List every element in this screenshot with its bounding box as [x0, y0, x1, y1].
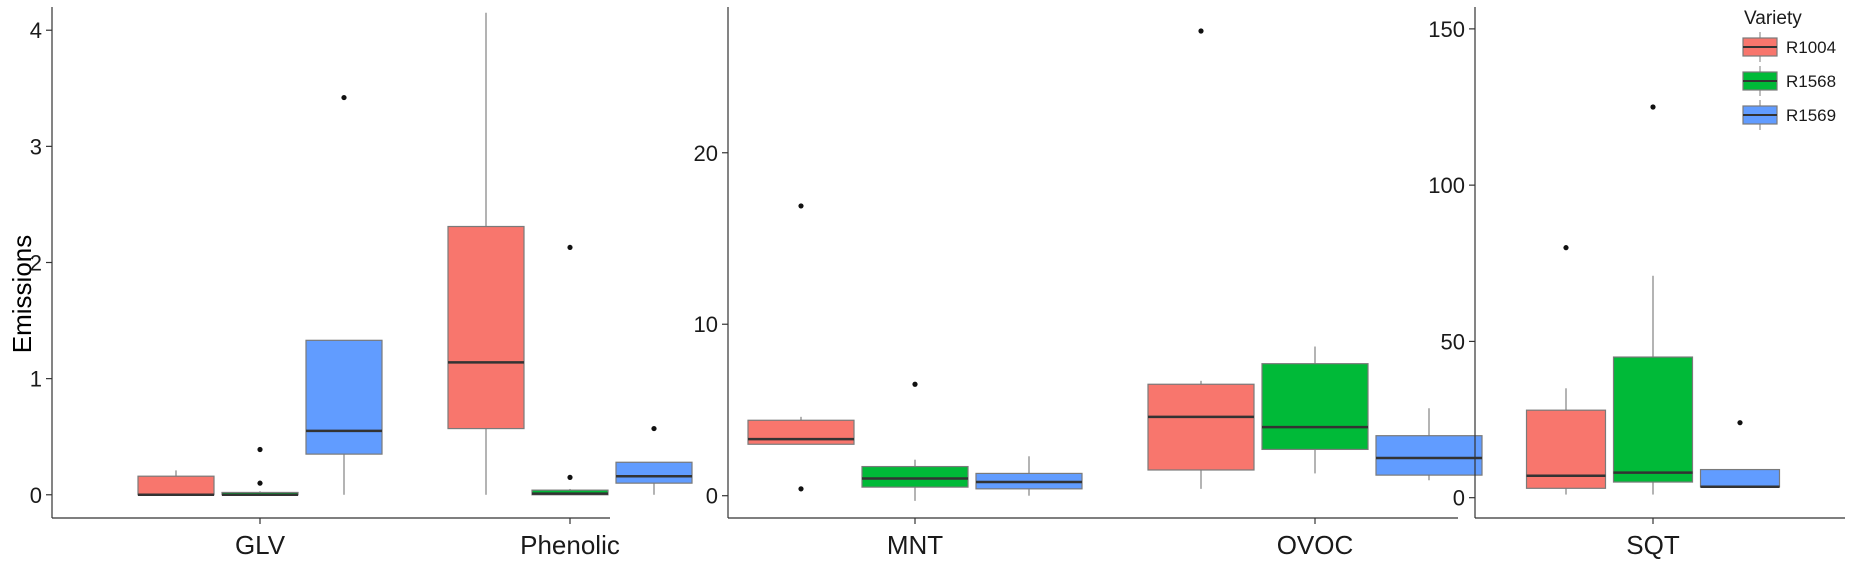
y-axis-title: Emissions — [7, 235, 37, 353]
box-sqt-r1568 — [1612, 104, 1694, 495]
legend-item-r1568: R1568 — [1742, 66, 1836, 96]
legend-title: Variety — [1744, 8, 1802, 29]
outlier-point — [1198, 28, 1204, 34]
box-ovoc-r1569 — [1375, 408, 1483, 481]
x-tick-label: SQT — [1626, 530, 1680, 560]
box-phenolic-r1569 — [615, 425, 693, 495]
outlier-point — [651, 425, 657, 432]
y-tick-label: 20 — [694, 141, 718, 166]
outlier-point — [257, 480, 263, 486]
box-phenolic-r1568 — [531, 244, 609, 496]
outlier-point — [257, 446, 263, 453]
y-tick-label: 4 — [30, 18, 42, 43]
box-mnt-r1569 — [975, 456, 1083, 496]
iqr-box — [447, 225, 525, 430]
iqr-box — [747, 419, 855, 445]
outlier-point — [798, 486, 804, 492]
panel-1: 0 1 2 3 4 GLV Phenolic — [30, 7, 693, 560]
legend-label: R1004 — [1786, 38, 1836, 57]
box-sqt-r1569 — [1699, 420, 1781, 488]
iqr-box — [1612, 356, 1694, 483]
box-sqt-r1004 — [1525, 245, 1607, 495]
chart-panels: 0 1 2 3 4 GLV Phenolic 0 10 20 MNT OVOC 0 50 100 150 SQT — [30, 7, 1845, 560]
iqr-box — [1261, 363, 1369, 451]
outlier-point — [1737, 420, 1743, 426]
x-tick-label: Phenolic — [520, 530, 620, 560]
x-tick-label: MNT — [887, 530, 943, 560]
outlier-point — [1650, 104, 1656, 110]
iqr-box — [305, 339, 383, 455]
y-tick-label: 0 — [706, 484, 718, 509]
legend-item-r1569: R1569 — [1742, 100, 1836, 130]
y-tick-label: 2 — [30, 251, 42, 276]
box-ovoc-r1004 — [1147, 28, 1255, 489]
iqr-box — [861, 465, 969, 488]
outlier-point — [912, 381, 918, 387]
box-phenolic-r1004 — [447, 12, 525, 495]
panel-3: 0 50 100 150 SQT — [1428, 7, 1845, 560]
legend-label: R1569 — [1786, 106, 1836, 125]
y-tick-label: 150 — [1428, 17, 1465, 42]
outlier-point — [1563, 245, 1569, 251]
y-tick-label: 0 — [1453, 486, 1465, 511]
legend: Variety R1004 R1568 R1569 — [1742, 8, 1836, 130]
y-tick-label: 100 — [1428, 173, 1465, 198]
y-tick-label: 50 — [1441, 329, 1465, 354]
y-tick-label: 3 — [30, 134, 42, 159]
x-tick-label: GLV — [235, 530, 286, 560]
box-mnt-r1568 — [861, 381, 969, 501]
outlier-point — [341, 94, 347, 101]
outlier-point — [798, 203, 804, 209]
iqr-box — [1147, 383, 1255, 471]
outlier-point — [567, 474, 573, 480]
box-mnt-r1004 — [747, 203, 855, 492]
box-ovoc-r1568 — [1261, 346, 1369, 474]
y-tick-label: 0 — [30, 483, 42, 508]
box-glv-r1568 — [221, 446, 299, 497]
iqr-box — [1375, 435, 1483, 476]
iqr-box — [1699, 468, 1781, 488]
panel-2: 0 10 20 MNT OVOC — [694, 7, 1483, 560]
iqr-box — [137, 475, 215, 496]
outlier-point — [567, 244, 573, 251]
y-tick-label: 1 — [30, 367, 42, 392]
y-tick-label: 10 — [694, 312, 718, 337]
iqr-box — [615, 461, 693, 484]
box-glv-r1569 — [305, 94, 383, 495]
legend-item-r1004: R1004 — [1742, 32, 1836, 62]
legend-label: R1568 — [1786, 72, 1836, 91]
box-glv-r1004 — [137, 470, 215, 497]
x-tick-label: OVOC — [1277, 530, 1354, 560]
